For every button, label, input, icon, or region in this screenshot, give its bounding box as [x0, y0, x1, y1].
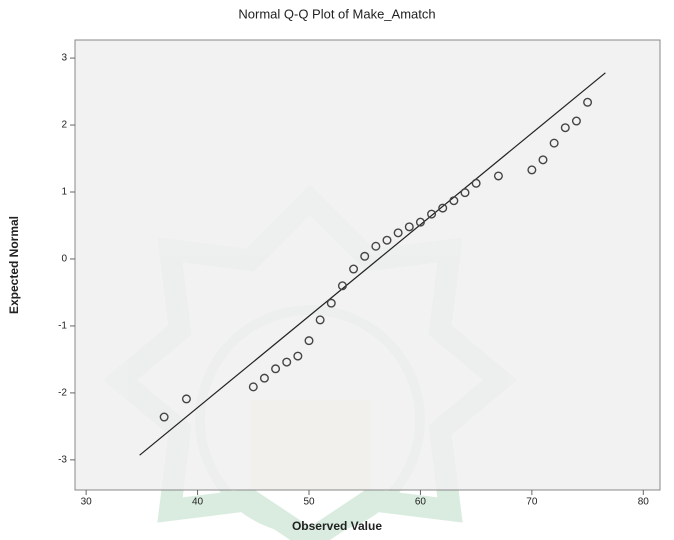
point	[527, 165, 537, 175]
chart-title: Normal Q-Q Plot of Make_Amatch	[238, 6, 435, 21]
point	[560, 123, 570, 133]
point	[415, 217, 425, 227]
point	[538, 155, 548, 165]
point	[304, 336, 314, 346]
point	[159, 412, 169, 422]
point	[449, 196, 459, 206]
y-tick-label: -1	[58, 321, 67, 332]
x-tick-label: 40	[192, 497, 204, 508]
point	[393, 228, 403, 238]
point	[248, 382, 258, 392]
point	[271, 364, 281, 374]
x-tick-label: 50	[303, 497, 315, 508]
point	[549, 138, 559, 148]
point	[371, 241, 381, 251]
point	[326, 298, 336, 308]
point	[427, 209, 437, 219]
x-tick-label: 80	[638, 497, 650, 508]
point	[571, 116, 581, 126]
y-tick-label: 1	[61, 187, 67, 198]
point	[460, 188, 470, 198]
x-tick-label: 70	[526, 497, 538, 508]
point	[349, 264, 359, 274]
point	[583, 97, 593, 107]
point	[382, 235, 392, 245]
point	[360, 251, 370, 261]
y-axis-label: Expected Normal	[7, 216, 21, 314]
point	[337, 281, 347, 291]
point	[181, 394, 191, 404]
x-tick-label: 30	[81, 497, 93, 508]
plot-area	[74, 39, 661, 491]
y-tick-label: 3	[61, 53, 67, 64]
y-tick-label: 2	[61, 120, 67, 131]
point	[438, 203, 448, 213]
point	[293, 351, 303, 361]
reference-line	[139, 72, 606, 456]
y-tick-label: 0	[61, 254, 67, 265]
y-tick-label: -2	[58, 388, 67, 399]
x-tick-label: 60	[415, 497, 427, 508]
point	[315, 315, 325, 325]
x-axis-label: Observed Value	[292, 519, 382, 533]
point	[493, 171, 503, 181]
y-tick-label: -3	[58, 455, 67, 466]
point	[259, 373, 269, 383]
point	[282, 357, 292, 367]
point	[471, 178, 481, 188]
point	[404, 222, 414, 232]
